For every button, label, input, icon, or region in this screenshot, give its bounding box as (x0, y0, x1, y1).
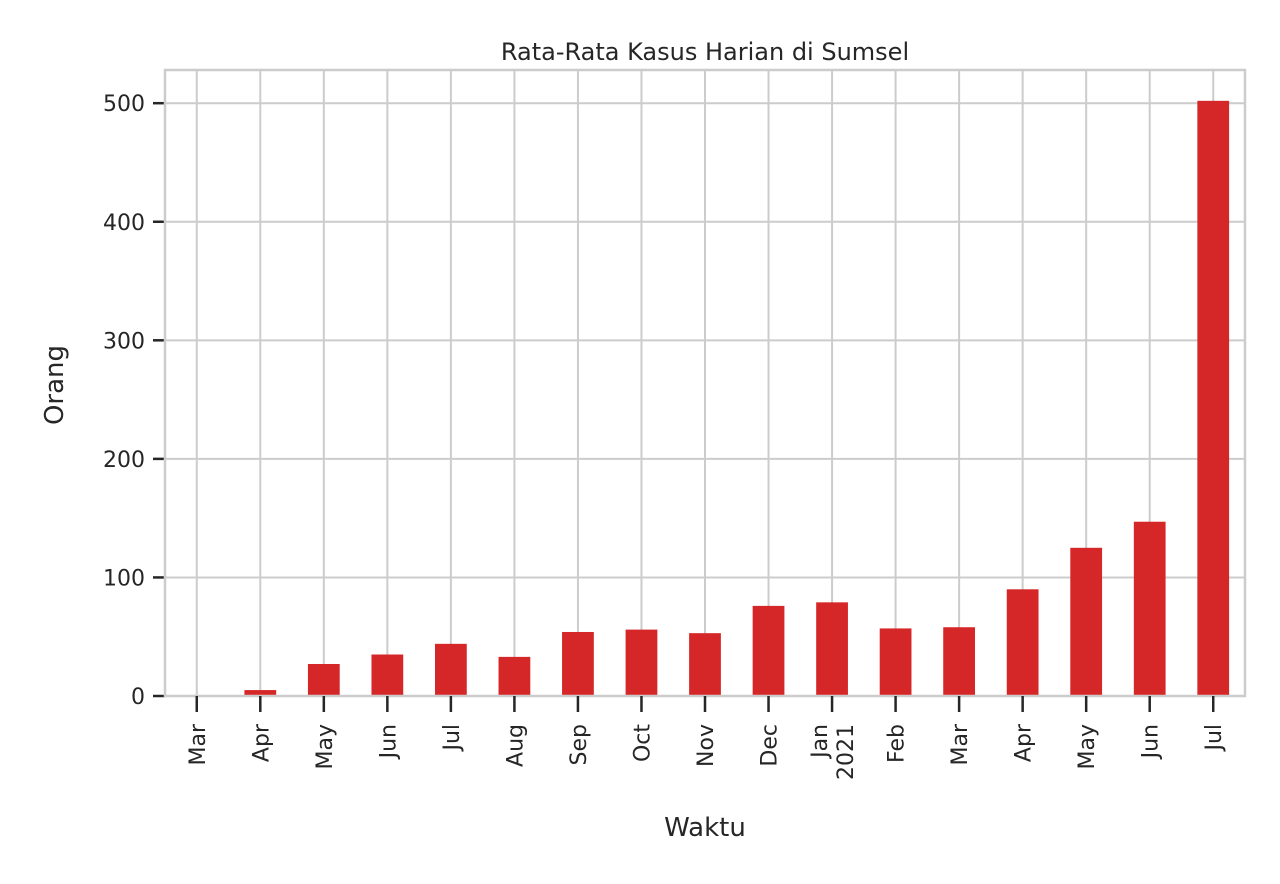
x-tick-label-line: 2021 (834, 724, 859, 780)
x-axis-label: Waktu (664, 813, 746, 843)
y-tick-label: 300 (103, 329, 145, 354)
x-tick-label-line: Sep (567, 724, 592, 765)
x-tick-label-line: Mar (948, 723, 973, 765)
bar (307, 663, 340, 696)
bar (879, 628, 912, 696)
x-tick-label-line: Apr (249, 723, 274, 762)
x-tick-label-line: Jun (1139, 724, 1164, 760)
x-tick-label: Sep (567, 724, 592, 765)
x-tick-label: Feb (885, 724, 910, 763)
x-tick-label-line: Jan (808, 724, 833, 760)
bar (943, 627, 975, 696)
x-tick-label-line: May (1075, 724, 1100, 769)
x-tick-label-line: Jun (376, 724, 401, 760)
bar (1070, 547, 1103, 696)
bar (689, 633, 721, 696)
x-tick-label: Mar (948, 723, 973, 765)
x-tick-label: Aug (503, 724, 528, 767)
bar (435, 643, 467, 696)
x-tick-label: Jan2021 (808, 724, 859, 780)
x-tick-label: Nov (694, 724, 719, 767)
x-tick-label: Jul (1202, 724, 1227, 753)
x-tick-label-line: Jul (1202, 724, 1227, 753)
x-tick-label-line: Mar (186, 723, 211, 765)
bar (244, 690, 277, 696)
x-tick-label-line: May (313, 724, 338, 769)
x-tick-label-line: Jul (440, 724, 465, 753)
x-tick-label-line: Aug (503, 724, 528, 767)
bar (562, 631, 594, 696)
axes: 0 100 200 300 400 500 Mar Apr May Jun Jul Aug Sep Oct… (103, 68, 1247, 780)
x-tick-label: Dec (758, 724, 783, 767)
y-axis-label: Orang (40, 345, 70, 425)
bar (816, 602, 848, 696)
x-tick-label: Oct (630, 724, 655, 762)
bars (180, 100, 1230, 697)
x-tick-label-line: Feb (885, 724, 910, 763)
x-tick-label: Apr (249, 723, 274, 762)
bar (752, 605, 785, 696)
bar (498, 656, 531, 696)
x-tick-label: May (1075, 724, 1100, 769)
bar (1006, 589, 1039, 696)
x-tick-label: May (313, 724, 338, 769)
x-tick-label-line: Nov (694, 724, 719, 767)
bar (371, 654, 404, 696)
bar (1133, 521, 1166, 696)
x-tick-label-line: Dec (758, 724, 783, 767)
chart-title: Rata-Rata Kasus Harian di Sumsel (501, 38, 909, 66)
y-tick-label: 0 (131, 685, 145, 710)
x-tick-label: Jun (1139, 724, 1164, 760)
y-tick-label: 500 (103, 92, 145, 117)
y-tick-label: 100 (103, 566, 145, 591)
x-tick-label: Jun (376, 724, 401, 760)
x-tick-label-line: Oct (630, 724, 655, 762)
x-tick-label: Jul (440, 724, 465, 753)
x-tick-label: Mar (186, 723, 211, 765)
bar (1197, 100, 1230, 697)
x-tick-label-line: Apr (1012, 723, 1037, 762)
y-tick-label: 400 (103, 211, 145, 236)
bar (625, 629, 658, 696)
y-tick-label: 200 (103, 448, 145, 473)
x-tick-label: Apr (1012, 723, 1037, 762)
